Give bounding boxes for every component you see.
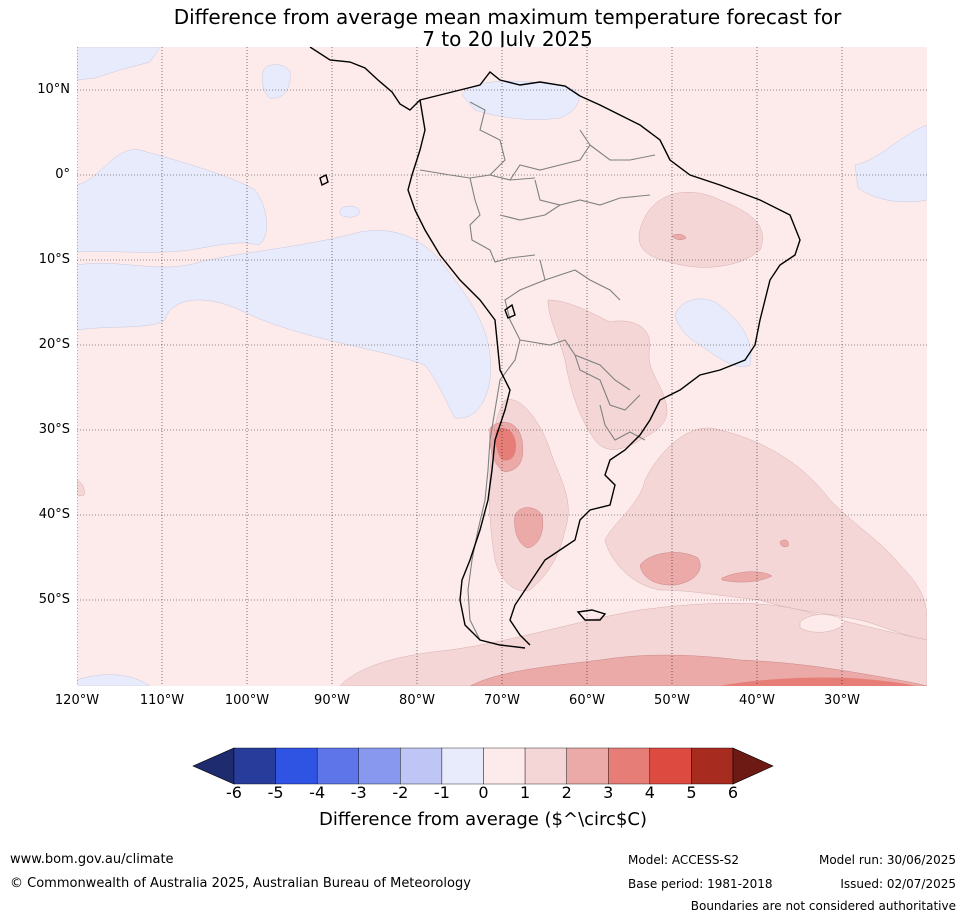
cool-region-caribbean: [461, 80, 580, 120]
colorbar-tick-label: -4: [309, 783, 326, 802]
base-period-text: Base period: 1981-2018: [628, 877, 773, 891]
anomaly-below-average-regions: [77, 47, 927, 686]
colorbar-swatch: [524, 747, 567, 785]
lat-label-30s: 30°S: [38, 422, 70, 437]
colorbar-swatch: [441, 747, 484, 785]
model-text: Model: ACCESS-S2: [628, 853, 740, 867]
cool-region-southern-ocean-patch: [799, 614, 846, 633]
hot-region-southern-band: [720, 677, 915, 686]
cool-region-north-pacific: [77, 47, 161, 81]
copyright-text: © Commonwealth of Australia 2025, Austra…: [10, 876, 471, 891]
colorbar-tick-label: 5: [686, 783, 697, 802]
colorbar-swatch: [566, 747, 609, 785]
colorbar-swatch: [233, 747, 276, 785]
lon-label-50w: 50°W: [654, 693, 690, 708]
issued-text: Issued: 02/07/2025: [840, 877, 956, 891]
colorbar-swatches: [233, 747, 734, 785]
colorbar: [192, 747, 774, 785]
warm-region-central-south-america: [547, 299, 668, 450]
colorbar-tick-label: -1: [433, 783, 450, 802]
warm-region-west-edge: [77, 479, 85, 497]
colorbar-tick-label: -5: [267, 783, 284, 802]
colorbar-tick-label: 4: [644, 783, 655, 802]
cool-region-east-brazil: [674, 298, 752, 367]
cool-region-eastern-pacific: [77, 149, 267, 253]
warm-region-atlantic-streak: [721, 571, 773, 583]
lat-label-50s: 50°S: [38, 592, 70, 607]
disclaimer-text: Boundaries are not considered authoritat…: [690, 899, 956, 913]
lon-label-90w: 90°W: [314, 693, 350, 708]
lon-label-70w: 70°W: [484, 693, 520, 708]
colorbar-tick-label: 3: [603, 783, 614, 802]
colorbar-swatch: [608, 747, 651, 785]
lat-label-10n: 10°N: [37, 82, 70, 97]
colorbar-swatch: [400, 747, 443, 785]
lon-label-100w: 100°W: [224, 693, 270, 708]
lon-label-60w: 60°W: [569, 693, 605, 708]
cool-region-atlantic-equator: [854, 124, 927, 203]
country-borders: [419, 101, 656, 641]
cool-region-pacific-dot: [339, 205, 361, 218]
anomaly-3-to-4-regions: [495, 428, 915, 686]
galapagos: [319, 173, 329, 187]
colorbar-swatch: [358, 747, 401, 785]
cool-region-southwest-corner: [77, 674, 151, 686]
colorbar-tick-label: -2: [392, 783, 409, 802]
hot-region-cuyo-core: [495, 428, 516, 461]
colorbar-swatch: [691, 747, 734, 785]
website-link[interactable]: www.bom.gov.au/climate: [10, 852, 174, 867]
colorbar-swatch: [316, 747, 359, 785]
lat-label-20s: 20°S: [38, 337, 70, 352]
colorbar-tick-label: 1: [519, 783, 531, 802]
warm-region-atlantic-patch: [639, 552, 701, 586]
lake-titicaca: [504, 303, 516, 319]
colorbar-under-arrow: [192, 747, 235, 785]
lon-label-40w: 40°W: [739, 693, 775, 708]
lat-label-0: 0°: [55, 167, 70, 182]
coastlines: [309, 47, 801, 649]
colorbar-tick-label: 6: [727, 783, 739, 802]
lon-label-120w: 120°W: [54, 693, 100, 708]
lon-label-30w: 30°W: [824, 693, 860, 708]
cool-region-south-pacific: [77, 230, 491, 419]
south-america-west-coast: [407, 99, 526, 649]
colorbar-tick-label: 0: [478, 783, 489, 802]
graticule: [77, 47, 927, 686]
lon-label-80w: 80°W: [399, 693, 435, 708]
colorbar-tick-label: 2: [561, 783, 572, 802]
colorbar-swatch: [483, 747, 526, 785]
colorbar-swatch: [275, 747, 318, 785]
warm-region-patagonia: [514, 507, 544, 549]
warm-region-north-brazil: [638, 192, 763, 268]
colorbar-over-arrow: [732, 747, 774, 785]
lat-label-40s: 40°S: [38, 507, 70, 522]
lat-label-10s: 10°S: [38, 252, 70, 267]
warm-region-small-dot: [779, 539, 789, 548]
colorbar-tick-label: -6: [226, 783, 242, 802]
falkland-islands: [576, 609, 607, 621]
central-america-coast: [309, 47, 581, 111]
south-america-east-coast: [509, 95, 801, 646]
colorbar-tick-label: -3: [350, 783, 367, 802]
lon-label-110w: 110°W: [139, 693, 185, 708]
model-run-text: Model run: 30/06/2025: [818, 853, 956, 867]
colorbar-swatch: [649, 747, 692, 785]
colorbar-label: Difference from average ($^\circ$C): [319, 809, 647, 830]
warm-region-brazil-dot: [671, 234, 687, 240]
warm-region-south-atlantic: [604, 427, 927, 641]
map-title-line1: Difference from average mean maximum tem…: [173, 5, 842, 29]
map-title-line2: 7 to 20 July 2025: [422, 27, 593, 51]
